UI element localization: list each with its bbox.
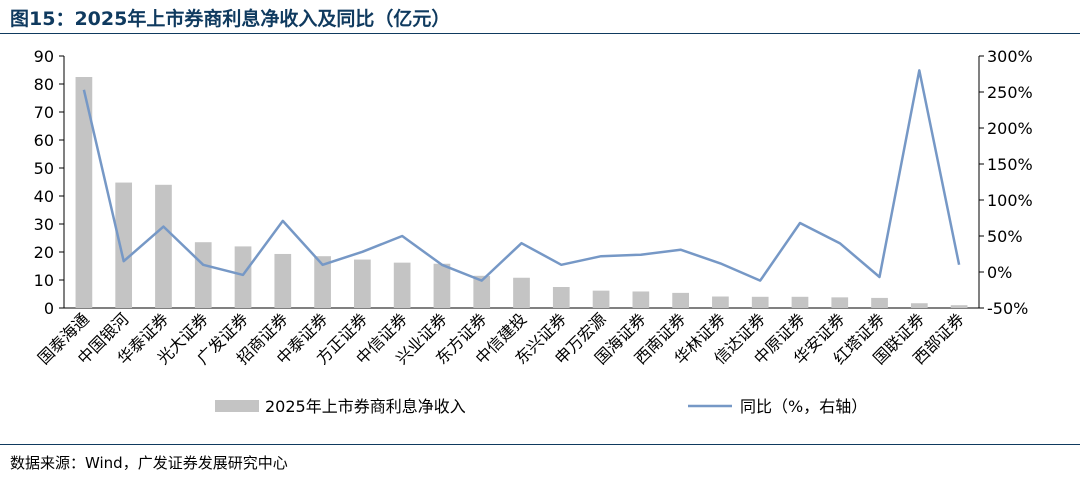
bar [433,263,451,308]
bar [75,77,93,308]
left-tick-label: 10 [34,271,54,290]
bar [115,182,133,308]
bar [950,305,968,308]
bar [672,292,689,308]
yoy-line [82,69,961,282]
bar [552,287,570,308]
bar [592,290,610,308]
right-tick-label: 200% [987,119,1033,138]
bar [194,242,212,308]
left-tick-label: 50 [34,159,54,178]
right-tick-label: 50% [987,227,1023,246]
left-tick-label: 60 [34,131,54,150]
plot-area: 0 10 20 30 40 50 60 70 80 90 -50% 0% 50% 100% 150% 200%… [34,47,1033,416]
right-tick-label: 100% [987,191,1033,210]
bar [831,297,849,308]
right-tick-label: -50% [987,299,1028,318]
right-tick-label: 300% [987,47,1033,66]
left-tick-label: 40 [34,187,54,206]
bar [791,296,809,308]
bar [354,259,371,308]
bar [632,291,650,308]
title-rule [0,33,1080,34]
source-note: 数据来源：Wind，广发证券发展研究中心 [10,454,288,472]
figure-title: 图15：2025年上市券商利息净收入及同比（亿元） [10,8,451,30]
bar [155,184,172,308]
bar [910,303,928,308]
bar [473,275,491,308]
legend-bar-swatch [215,400,259,412]
bar [274,253,292,308]
legend-line-label: 同比（%，右轴） [740,397,867,416]
left-tick-label: 30 [34,215,54,234]
left-tick-label: 70 [34,103,54,122]
bar [751,296,769,308]
left-tick-label: 20 [34,243,54,262]
bar [314,256,331,308]
left-tick-label: 80 [34,75,54,94]
legend-bar-label: 2025年上市券商利息净收入 [265,397,466,416]
left-tick-label: 90 [34,47,54,66]
right-tick-label: 250% [987,83,1033,102]
chart: 0 10 20 30 40 50 60 70 80 90 -50% 0% 50% 100% 150% 200%… [34,47,1033,416]
bar [234,246,252,308]
left-tick-label: 0 [44,299,54,318]
right-tick-label: 0% [987,263,1012,282]
bar [871,297,888,308]
right-tick-label: 150% [987,155,1033,174]
source-rule [0,444,1080,445]
bar [513,277,530,308]
bar [393,262,411,308]
bar [712,296,729,308]
